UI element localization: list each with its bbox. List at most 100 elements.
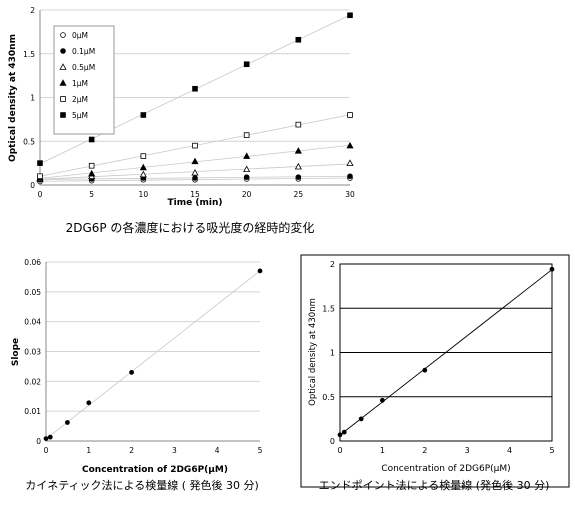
chart3-axes — [339, 263, 553, 442]
y-tick-label: 0.04 — [24, 318, 41, 327]
data-point — [37, 173, 43, 180]
y-tick-label: 0.01 — [24, 407, 41, 416]
chart3-frame — [300, 254, 570, 488]
chart3-caption: エンドポイント法による検量線 (発色後 30 分) — [319, 478, 550, 492]
x-tick-label: 4 — [215, 446, 220, 455]
data-point — [192, 85, 198, 92]
chart-od-vs-time: 00.511.520 5 10 15 20 25 30 0μM0.1μM0.5μM1μM2μ… — [8, 6, 355, 235]
x-tick-label: 10 — [139, 190, 149, 199]
data-point — [337, 432, 343, 438]
data-point — [139, 163, 147, 171]
chart2-y-axis-label: Slope — [11, 338, 21, 366]
data-point — [47, 434, 53, 440]
trendline — [45, 270, 261, 440]
legend-marker — [60, 32, 66, 38]
x-tick-label: 2 — [422, 446, 427, 455]
data-point — [295, 36, 302, 43]
y-tick-label: 1 — [30, 94, 35, 103]
chart1-x-axis-label: Time (min) — [168, 198, 223, 208]
x-tick-label: 30 — [345, 190, 355, 199]
data-point — [294, 162, 302, 170]
data-point — [379, 397, 385, 403]
x-tick-label: 0 — [38, 190, 43, 199]
chart1-caption: 2DG6P の各濃度における吸光度の経時的変化 — [66, 220, 315, 235]
x-tick-label: 5 — [258, 446, 263, 455]
legend-label: 5μM — [72, 111, 88, 120]
y-tick-label: 1.5 — [322, 304, 335, 313]
data-point — [140, 153, 147, 159]
legend-marker — [59, 79, 67, 86]
chart1-y-axis-label: Optical density at 430nm — [8, 34, 18, 162]
chart2-x-axis-label: Concentration of 2DG6P(μM) — [82, 465, 228, 475]
y-tick-label: 0.5 — [322, 393, 335, 402]
data-point — [346, 141, 354, 149]
data-point — [86, 400, 92, 406]
data-point — [347, 173, 353, 180]
data-point — [347, 12, 353, 19]
data-point — [88, 162, 95, 169]
data-point — [243, 61, 250, 68]
y-tick-label: 0.06 — [24, 258, 41, 267]
y-tick-label: 2 — [30, 6, 35, 15]
y-tick-label: 0.5 — [23, 137, 35, 146]
x-tick-label: 2 — [129, 446, 134, 455]
x-tick-label: 5 — [549, 446, 554, 455]
legend-label: 0μM — [72, 31, 88, 40]
data-point — [347, 112, 353, 118]
data-point — [358, 416, 364, 422]
chart2-caption: カイネティック法による検量線 ( 発色後 30 分) — [25, 478, 259, 492]
legend-label: 0.5μM — [72, 63, 95, 72]
data-point — [243, 165, 251, 173]
x-tick-label: 5 — [89, 190, 94, 199]
trendline — [339, 269, 553, 436]
data-point — [422, 367, 428, 373]
data-point — [88, 136, 95, 143]
data-point — [43, 436, 49, 442]
chart-endpoint-calibration: 0 0.5 1 1.5 2 0 1 2 3 4 5 Concentration of 2DG6P(μ… — [300, 254, 570, 492]
data-point — [341, 429, 347, 435]
x-tick-label: 4 — [507, 446, 512, 455]
legend-label: 1μM — [72, 79, 88, 88]
data-point — [129, 369, 135, 375]
chart1-legend: 0μM 0.1μM 0.5μM 1μM 2μM 5μM — [53, 25, 115, 135]
x-tick-label: 3 — [465, 446, 470, 455]
legend-label: 0.1μM — [72, 47, 95, 56]
data-point — [295, 121, 302, 128]
legend-marker — [60, 48, 66, 54]
data-point — [88, 169, 96, 177]
legend-marker — [60, 96, 66, 102]
legend-label: 2μM — [72, 95, 88, 104]
y-tick-label: 1 — [330, 349, 335, 358]
data-point — [243, 132, 250, 138]
data-point — [65, 420, 70, 425]
data-point — [192, 175, 198, 181]
chart-kinetic-calibration: 0 0.01 0.02 0.03 0.04 0.05 0.06 0 1 2 3 4 5 Concentr… — [11, 258, 263, 492]
data-point — [549, 266, 555, 272]
chart3-y-axis-label: Optical density at 430nm — [308, 298, 318, 406]
y-tick-label: 0.02 — [24, 377, 41, 386]
y-tick-label: 1.5 — [23, 50, 35, 59]
data-point — [346, 159, 354, 166]
data-point — [37, 160, 43, 166]
y-tick-label: 0.05 — [24, 288, 41, 297]
x-tick-label: 0 — [337, 446, 342, 455]
x-tick-label: 3 — [172, 446, 177, 455]
x-tick-label: 1 — [380, 446, 385, 455]
x-tick-label: 1 — [86, 446, 91, 455]
data-point — [140, 112, 147, 118]
y-tick-label: 0 — [30, 181, 35, 190]
data-point — [257, 268, 263, 274]
data-point — [139, 170, 147, 178]
data-point — [191, 157, 199, 165]
x-tick-label: 20 — [242, 190, 252, 199]
y-tick-label: 2 — [330, 260, 335, 269]
chart1-axes — [39, 10, 350, 186]
y-tick-label: 0 — [330, 437, 335, 446]
data-point — [294, 147, 302, 154]
legend-marker — [60, 112, 66, 118]
legend-marker — [59, 63, 67, 70]
data-point — [243, 152, 251, 159]
data-point — [295, 174, 302, 180]
x-tick-label: 15 — [190, 190, 200, 199]
